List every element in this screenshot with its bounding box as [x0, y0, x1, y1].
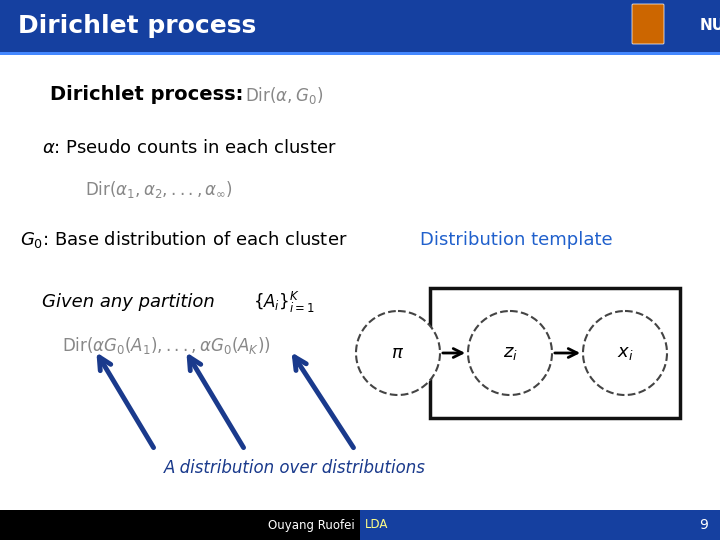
Text: $\mathrm{Dir}(\alpha G_0(A_1), ..., \alpha G_0(A_K))$: $\mathrm{Dir}(\alpha G_0(A_1), ..., \alp… — [62, 334, 271, 355]
Text: Dirichlet process:: Dirichlet process: — [50, 85, 243, 105]
Text: $\alpha$: Pseudo counts in each cluster: $\alpha$: Pseudo counts in each cluster — [42, 139, 337, 157]
Text: $z_i$: $z_i$ — [503, 344, 518, 362]
Bar — [0, 510, 360, 540]
Text: $\mathrm{Dir}(\alpha, G_0)$: $\mathrm{Dir}(\alpha, G_0)$ — [245, 84, 323, 105]
Ellipse shape — [356, 311, 440, 395]
Text: $x_i$: $x_i$ — [617, 344, 634, 362]
Text: LDA: LDA — [365, 518, 388, 531]
Text: Dirichlet process: Dirichlet process — [18, 14, 256, 38]
Bar — [360, 510, 720, 540]
Bar — [630, 2, 714, 50]
Text: A distribution over distributions: A distribution over distributions — [164, 459, 426, 477]
Bar — [0, 0, 720, 52]
Text: NUS: NUS — [700, 18, 720, 33]
Ellipse shape — [468, 311, 552, 395]
Text: $\mathrm{Dir}(\alpha_1, \alpha_2, ..., \alpha_\infty)$: $\mathrm{Dir}(\alpha_1, \alpha_2, ..., \… — [85, 179, 233, 200]
Text: $G_0$: Base distribution of each cluster: $G_0$: Base distribution of each cluster — [20, 230, 348, 251]
Bar — [430, 288, 680, 418]
Text: 9: 9 — [699, 518, 708, 532]
Text: $\pi$: $\pi$ — [392, 344, 405, 362]
Text: Distribution template: Distribution template — [420, 231, 613, 249]
Bar — [0, 52, 720, 55]
Text: $\{A_i\}_{i=1}^K$: $\{A_i\}_{i=1}^K$ — [253, 289, 315, 314]
Text: Ouyang Ruofei: Ouyang Ruofei — [269, 518, 355, 531]
FancyBboxPatch shape — [632, 4, 664, 44]
Text: Given any partition: Given any partition — [42, 293, 215, 311]
Ellipse shape — [583, 311, 667, 395]
